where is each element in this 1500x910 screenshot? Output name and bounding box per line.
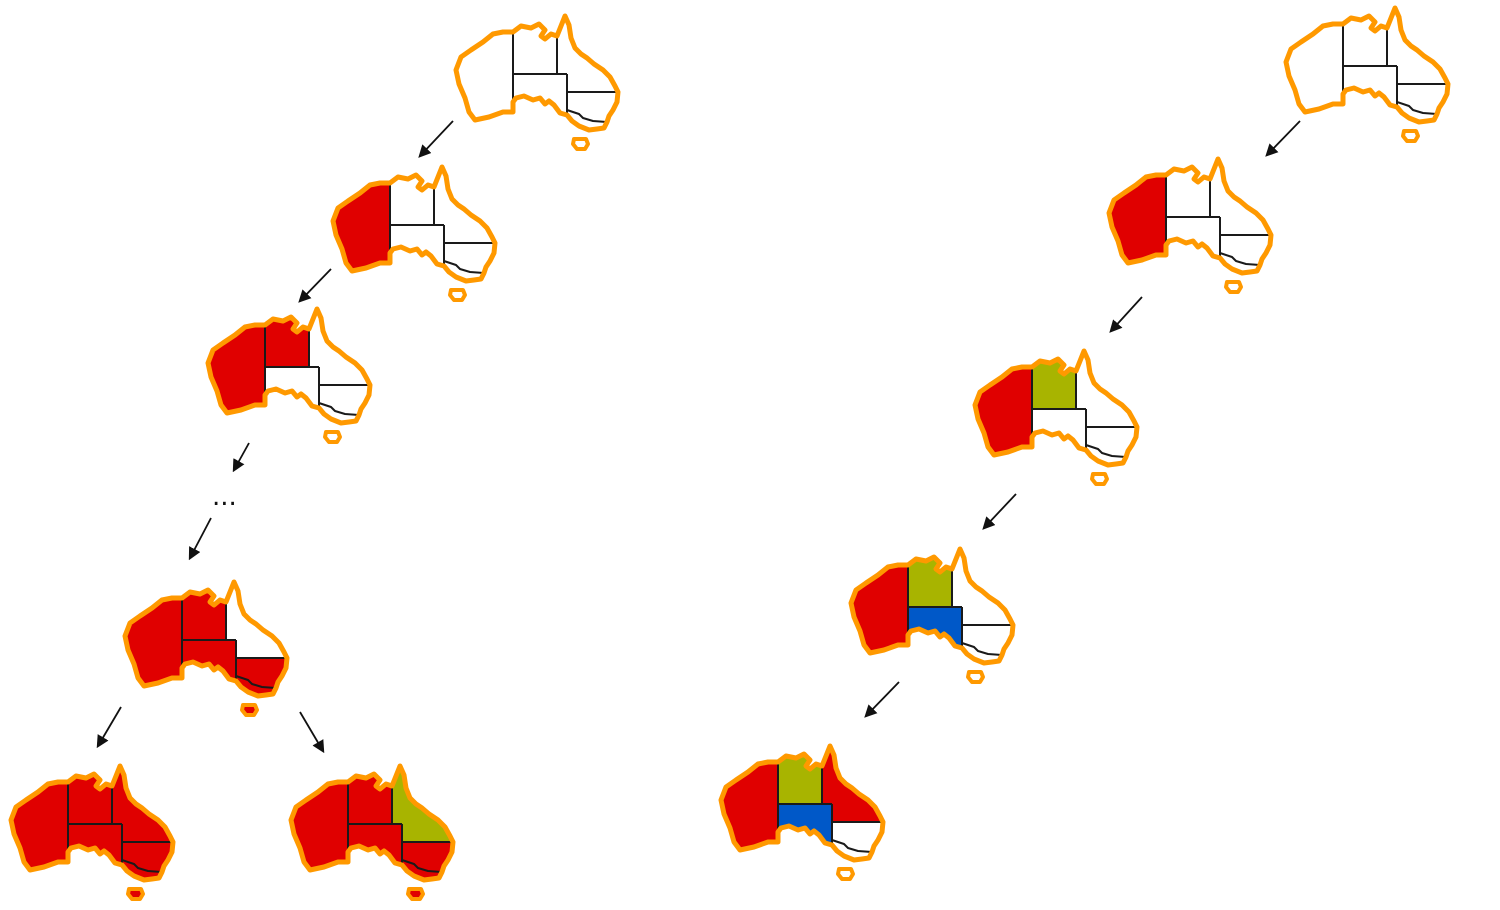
region-sa: [1032, 409, 1086, 450]
arrow: [982, 493, 1017, 530]
region-wa: [333, 183, 390, 271]
arrow: [1265, 120, 1301, 157]
map-left-4: [122, 579, 290, 717]
map-left-5: [8, 763, 176, 901]
mainland-outline: [718, 743, 886, 863]
state-border: [121, 859, 163, 873]
region-nt: [778, 754, 822, 804]
region-nt: [1343, 16, 1387, 66]
region-sa: [68, 824, 122, 865]
region-wa: [1109, 175, 1166, 263]
tasmania-outline: [1090, 472, 1109, 486]
arrow: [299, 711, 325, 754]
state-border: [566, 109, 608, 123]
tasmania-outline: [1224, 280, 1243, 294]
mainland-outline: [205, 306, 373, 426]
tasmania-outline: [126, 887, 145, 901]
tasmania-outline: [240, 703, 259, 717]
map-right-5: [718, 743, 886, 881]
state-border: [1085, 444, 1127, 458]
region-wa: [721, 762, 778, 850]
arrow: [232, 442, 250, 473]
region-sa: [265, 367, 319, 408]
region-nt: [513, 24, 557, 74]
tasmania-outline: [571, 137, 590, 151]
region-nt: [390, 175, 434, 225]
mainland-outline: [288, 763, 456, 883]
region-nt: [1032, 359, 1076, 409]
region-nt: [348, 774, 392, 824]
maps-layer: [8, 5, 1451, 901]
region-sa: [908, 607, 962, 648]
mainland-outline: [453, 13, 621, 133]
region-sa: [1166, 217, 1220, 258]
region-sa: [182, 640, 236, 681]
region-sa: [348, 824, 402, 865]
region-wa: [291, 782, 348, 870]
tasmania-outline: [448, 288, 467, 302]
mainland-outline: [8, 763, 176, 883]
arrow: [188, 517, 212, 561]
map-right-4: [848, 546, 1016, 684]
arrow: [96, 706, 122, 749]
map-right-3: [972, 348, 1140, 486]
map-left-1: [453, 13, 621, 151]
tasmania-outline: [966, 670, 985, 684]
map-left-2: [330, 164, 498, 302]
region-wa: [851, 565, 908, 653]
region-wa: [208, 325, 265, 413]
mainland-outline: [972, 348, 1140, 468]
mainland-outline: [1106, 156, 1274, 276]
map-right-1: [1283, 5, 1451, 143]
region-wa: [125, 598, 182, 686]
region-nt: [265, 317, 309, 367]
state-border: [961, 642, 1003, 656]
arrow: [298, 268, 332, 303]
map-left-6: [288, 763, 456, 901]
tasmania-outline: [836, 867, 855, 881]
tasmania-outline: [1401, 129, 1420, 143]
state-border: [1396, 101, 1438, 115]
state-border: [401, 859, 443, 873]
region-wa: [456, 32, 513, 120]
map-right-2: [1106, 156, 1274, 294]
map-left-3: [205, 306, 373, 444]
region-nt: [908, 557, 952, 607]
region-wa: [1286, 24, 1343, 112]
region-wa: [975, 367, 1032, 455]
region-sa: [1343, 66, 1397, 107]
ellipsis-text: ...: [212, 482, 237, 512]
arrow: [1109, 296, 1143, 333]
state-border: [831, 839, 873, 853]
region-nt: [182, 590, 226, 640]
region-sa: [390, 225, 444, 266]
mainland-outline: [848, 546, 1016, 666]
state-border: [1219, 252, 1261, 266]
region-nt: [68, 774, 112, 824]
arrow: [864, 681, 900, 718]
mainland-outline: [330, 164, 498, 284]
region-nt: [1166, 167, 1210, 217]
mainland-outline: [122, 579, 290, 699]
region-sa: [513, 74, 567, 115]
arrows-layer: [96, 120, 1301, 754]
state-border: [443, 260, 485, 274]
state-border: [318, 402, 360, 416]
region-wa: [11, 782, 68, 870]
tasmania-outline: [406, 887, 425, 901]
state-border: [235, 675, 277, 689]
region-sa: [778, 804, 832, 845]
tasmania-outline: [323, 430, 342, 444]
mainland-outline: [1283, 5, 1451, 125]
arrow: [418, 120, 454, 158]
